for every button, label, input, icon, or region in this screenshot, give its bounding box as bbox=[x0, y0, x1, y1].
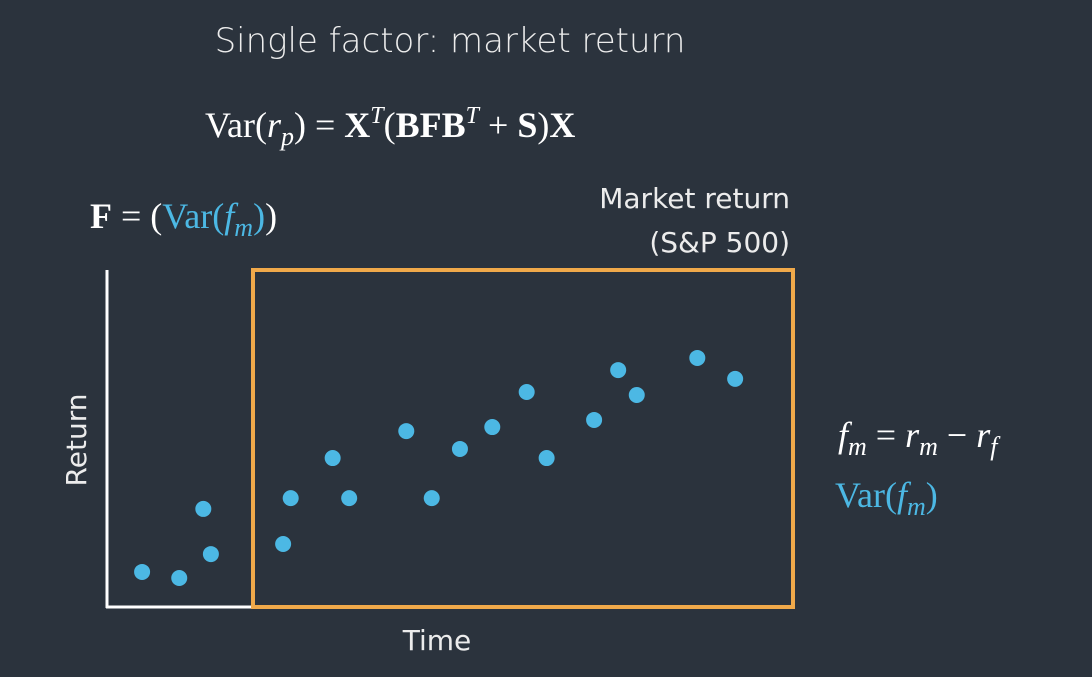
formula-part: + bbox=[479, 105, 517, 145]
formula-part: ) bbox=[253, 196, 265, 236]
formula-part: ) bbox=[537, 105, 549, 145]
x-axis-label: Time bbox=[402, 624, 472, 657]
formula-part: r bbox=[267, 105, 282, 145]
formula: fm = rm − rf bbox=[838, 415, 1001, 461]
data-point bbox=[171, 570, 188, 587]
formula-part: T bbox=[370, 103, 385, 129]
data-point bbox=[324, 450, 341, 467]
data-point bbox=[689, 349, 706, 366]
formula-part: T bbox=[466, 103, 481, 129]
data-point bbox=[134, 563, 151, 580]
formula-part: ( bbox=[384, 105, 396, 145]
data-point bbox=[398, 423, 415, 440]
data-point bbox=[586, 411, 603, 428]
formula-part: F bbox=[90, 196, 112, 236]
formula-part: ) bbox=[926, 475, 938, 515]
highlight-label: Market return bbox=[599, 182, 790, 215]
data-point bbox=[538, 450, 555, 467]
formula-part: = ( bbox=[112, 196, 162, 236]
formula-part: m bbox=[848, 432, 867, 461]
formula-part: S bbox=[517, 105, 537, 145]
data-point bbox=[518, 383, 535, 400]
formula-part: ) = bbox=[294, 105, 344, 145]
formulas: Var(rp) = XT(BFBT + S)XF = (Var(fm))fm =… bbox=[90, 103, 1001, 521]
formula-part: X bbox=[344, 105, 370, 145]
formula-part: ) bbox=[265, 196, 277, 236]
formula: F = (Var(fm)) bbox=[90, 196, 277, 242]
y-axis-label: Return bbox=[60, 394, 93, 487]
data-point bbox=[275, 535, 292, 552]
data-point bbox=[727, 370, 744, 387]
formula: Var(fm) bbox=[835, 475, 938, 521]
data-point bbox=[610, 362, 627, 379]
formula-part: m bbox=[234, 213, 253, 242]
formula-part: p bbox=[279, 122, 294, 151]
highlight-label: (S&P 500) bbox=[649, 226, 790, 259]
data-point bbox=[202, 546, 219, 563]
formula-part: BFB bbox=[396, 105, 466, 145]
slide-title: Single factor: market return bbox=[215, 21, 686, 61]
data-point bbox=[423, 490, 440, 507]
formula-part: f bbox=[990, 432, 1001, 461]
formula-part: Var( bbox=[205, 105, 267, 145]
formula-part: = bbox=[867, 415, 905, 455]
data-point bbox=[484, 419, 501, 436]
formula-part: Var( bbox=[835, 475, 897, 515]
formula-part: Var( bbox=[162, 196, 224, 236]
formula-part: X bbox=[549, 105, 575, 145]
data-point bbox=[341, 490, 358, 507]
formula-part: − bbox=[938, 415, 976, 455]
formula-part: m bbox=[919, 432, 938, 461]
points bbox=[134, 349, 744, 587]
data-point bbox=[451, 440, 468, 457]
data-point bbox=[195, 500, 212, 517]
formula-part: r bbox=[905, 415, 920, 455]
data-point bbox=[628, 387, 645, 404]
highlight-box bbox=[251, 268, 795, 609]
formula-part: m bbox=[907, 492, 926, 521]
data-point bbox=[282, 490, 299, 507]
formula-part: r bbox=[976, 415, 991, 455]
formula: Var(rp) = XT(BFBT + S)X bbox=[205, 103, 575, 151]
